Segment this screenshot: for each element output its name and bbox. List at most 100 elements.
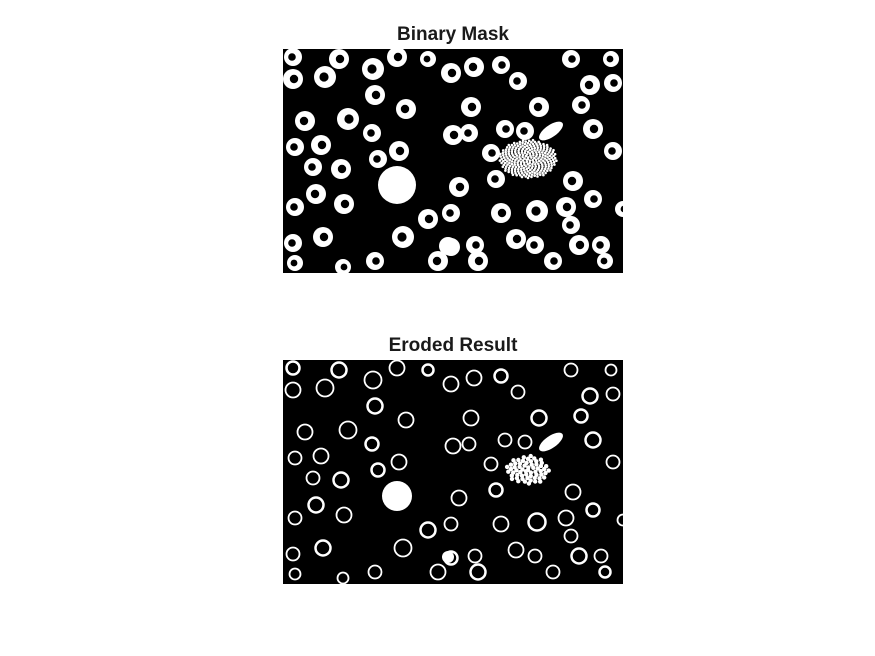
eroded-speckle [534, 462, 539, 467]
binary-cell-hole [578, 101, 586, 109]
binary-speckle [520, 151, 524, 154]
binary-speckle [527, 166, 530, 169]
binary-cell-hole [596, 241, 604, 249]
binary-speckle [526, 170, 530, 173]
binary-speckle [525, 158, 528, 162]
binary-speckle [517, 165, 521, 169]
binary-speckle [546, 160, 550, 164]
binary-speckle [507, 143, 511, 147]
binary-speckle [547, 167, 550, 170]
binary-speckle [507, 152, 511, 155]
eroded-cell [287, 450, 303, 466]
binary-mask-canvas [283, 49, 623, 273]
binary-speckle [543, 151, 547, 155]
binary-cell-hole [550, 257, 558, 265]
eroded-cell [573, 408, 589, 424]
eroded-cell [364, 436, 380, 452]
binary-speckle [517, 147, 521, 151]
binary-speckle [513, 163, 517, 166]
binary-speckle [549, 159, 552, 163]
binary-speckle [510, 167, 514, 170]
binary-speckle [510, 143, 514, 147]
binary-speckle [544, 171, 547, 175]
eroded-cell [497, 432, 513, 448]
binary-speckle [514, 165, 518, 169]
binary-speckle [514, 172, 517, 175]
binary-speckle [530, 167, 534, 170]
eroded-cell [443, 516, 459, 532]
binary-speckle [541, 153, 545, 157]
binary-speckle [514, 152, 517, 156]
binary-cell-hole [397, 232, 407, 242]
binary-speckle [552, 154, 555, 158]
binary-speckle [550, 152, 553, 156]
binary-speckle [526, 176, 530, 180]
binary-speckle [522, 169, 526, 172]
binary-speckle [518, 140, 522, 144]
binary-speckle [523, 163, 526, 166]
binary-speckle [539, 161, 543, 164]
binary-speckle [546, 156, 549, 159]
binary-speckle [533, 156, 536, 160]
binary-cell-hole [432, 256, 442, 266]
eroded-cell [492, 515, 510, 533]
eroded-cell [335, 506, 353, 524]
eroded-cell [366, 397, 384, 415]
binary-speckle [513, 155, 516, 159]
binary-speckle [538, 153, 542, 156]
binary-speckle [504, 153, 508, 156]
eroded-elongated-blob [539, 432, 563, 452]
binary-speckle [522, 173, 526, 177]
binary-speckle [513, 150, 517, 154]
binary-speckle [536, 146, 540, 149]
binary-cell-hole [502, 125, 510, 133]
binary-speckle [523, 145, 527, 149]
eroded-speckle [513, 461, 518, 466]
eroded-cell [314, 539, 332, 557]
binary-speckle [533, 146, 537, 150]
binary-speckle [508, 164, 512, 168]
panel-title-eroded-result: Eroded Result [388, 335, 518, 356]
binary-speckle [517, 151, 520, 155]
binary-speckle [525, 144, 529, 147]
eroded-speckle [516, 457, 521, 463]
binary-speckle [524, 171, 527, 174]
binary-speckle [504, 148, 508, 151]
binary-cell-hole [308, 163, 316, 171]
eroded-result-canvas [284, 360, 623, 584]
binary-cell-hole [424, 214, 434, 224]
eroded-speckle [528, 453, 533, 459]
eroded-cell [483, 456, 499, 472]
binary-speckle [506, 163, 509, 166]
binary-speckle [518, 155, 521, 159]
binary-cell-hole [340, 263, 348, 271]
binary-cell-hole [337, 164, 347, 174]
binary-speckle [501, 165, 505, 169]
eroded-cell [390, 453, 408, 471]
binary-cell-hole [491, 175, 499, 183]
binary-speckle [508, 145, 512, 149]
eroded-fragment [442, 551, 454, 563]
binary-speckle [552, 160, 556, 164]
eroded-speckle [538, 479, 543, 484]
binary-speckle [521, 153, 525, 157]
binary-speckle [521, 147, 525, 150]
binary-cell-hole [344, 114, 354, 124]
eroded-cell [570, 547, 588, 565]
binary-speckle [546, 145, 549, 149]
binary-speckle [537, 162, 540, 166]
binary-speckle [515, 146, 518, 150]
binary-speckle [516, 163, 520, 166]
binary-speckle [515, 142, 519, 145]
binary-elongated-blob [539, 121, 563, 141]
binary-speckle [528, 164, 532, 167]
binary-speckle [507, 166, 511, 170]
binary-speckle [500, 161, 503, 165]
binary-speckle [528, 168, 532, 172]
binary-speckle [510, 171, 514, 175]
eroded-cell [305, 470, 321, 486]
eroded-speckle [537, 476, 542, 481]
eroded-cell [527, 548, 543, 564]
panel-title-binary-mask: Binary Mask [397, 24, 509, 45]
binary-speckle [525, 172, 529, 176]
